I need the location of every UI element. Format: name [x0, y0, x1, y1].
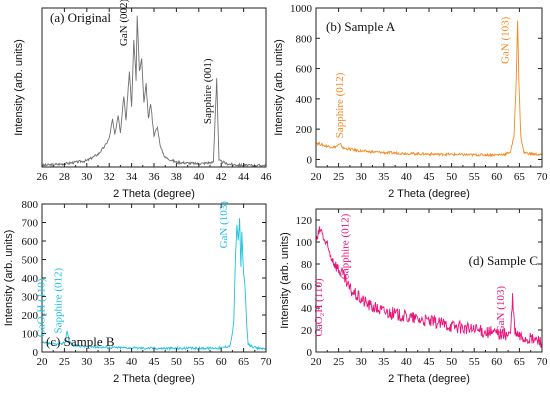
- y-tick-label: 400: [296, 94, 313, 106]
- chart-panel-1: 26 28 30 32 34 36 38 40 42 44 46 2 Theta (degree) In…: [13, 0, 272, 200]
- x-tick-label: 34: [126, 171, 138, 183]
- x-tick-label: 65: [238, 356, 250, 368]
- y-axis-label: Intensity (arb. units): [3, 230, 15, 327]
- x-tick-label: 36: [149, 171, 161, 183]
- y-tick-label: 0: [33, 347, 39, 359]
- panel-label: (c) Sample B: [46, 334, 115, 349]
- x-tick-label: 42: [216, 171, 227, 183]
- x-tick-label: 55: [469, 356, 481, 368]
- peak-annotation: Sapphire (001): [202, 58, 214, 124]
- peak-annotation: Sapphire (012): [53, 267, 65, 333]
- x-tick-label: 50: [171, 356, 183, 368]
- peak-annotation: GaN (103): [218, 201, 230, 249]
- peak-annotation: GaO₂H (110): [36, 278, 48, 337]
- x-tick-label: 60: [216, 356, 228, 368]
- y-tick-label: 200: [22, 310, 39, 322]
- y-axis-label: Intensity (arb. units): [279, 232, 291, 329]
- x-tick-label: 60: [491, 171, 503, 183]
- x-tick-label: 20: [37, 356, 49, 368]
- x-tick-label: 45: [424, 171, 436, 183]
- x-tick-label: 40: [401, 171, 413, 183]
- chart-panel-3: 20 25 30 35 40 45 50 55 60 65 70010020030040050060…: [3, 199, 272, 385]
- x-tick-label: 70: [537, 171, 549, 183]
- x-tick-label: 70: [537, 356, 549, 368]
- y-tick-label: 1000: [290, 3, 313, 15]
- x-tick-label: 44: [238, 171, 250, 183]
- chart-panel-2: 20 25 30 35 40 45 50 55 60 65 70 0 200 400 600 800 1000 2…: [273, 3, 548, 200]
- y-tick-label: 800: [296, 33, 313, 45]
- panel-label: (b) Sample A: [326, 19, 396, 34]
- x-tick-label: 20: [311, 171, 323, 183]
- y-tick-label: 600: [296, 64, 313, 76]
- x-tick-label: 55: [193, 356, 205, 368]
- x-tick-label: 45: [149, 356, 161, 368]
- y-tick-label: 20: [301, 325, 313, 337]
- y-tick-label: 300: [22, 292, 39, 304]
- x-axis-label: 2 Theta (degree): [388, 373, 470, 385]
- peak-annotation: Sapphire (012): [334, 72, 346, 138]
- x-tick-label: 35: [104, 356, 116, 368]
- x-tick-label: 30: [356, 356, 368, 368]
- y-tick-label: 400: [22, 273, 39, 285]
- x-tick-label: 55: [469, 171, 481, 183]
- x-tick-label: 50: [446, 171, 458, 183]
- x-tick-label: 25: [333, 356, 345, 368]
- y-axis-label: Intensity (arb. units): [273, 39, 285, 136]
- panel-label: (a) Original: [50, 10, 111, 25]
- x-tick-label: 30: [81, 171, 93, 183]
- y-tick-label: 600: [22, 236, 39, 248]
- series-line: [41, 217, 267, 351]
- x-tick-label: 35: [378, 171, 390, 183]
- x-tick-label: 28: [59, 171, 71, 183]
- x-tick-label: 38: [171, 171, 183, 183]
- y-tick-label: 60: [301, 281, 313, 293]
- y-tick-label: 100: [22, 329, 39, 341]
- y-tick-label: 100: [296, 237, 313, 249]
- x-tick-label: 45: [424, 356, 436, 368]
- y-axis-label: Intensity (arb. units): [13, 39, 25, 136]
- x-tick-label: 32: [104, 171, 115, 183]
- y-tick-label: 700: [22, 218, 39, 230]
- y-tick-label: 0: [307, 347, 313, 359]
- peak-annotation: GaN (002): [118, 0, 130, 46]
- x-tick-label: 35: [378, 356, 390, 368]
- x-tick-label: 65: [514, 171, 526, 183]
- x-tick-label: 40: [193, 171, 205, 183]
- y-tick-label: 120: [296, 215, 313, 227]
- x-tick-label: 30: [81, 356, 93, 368]
- series-line: [41, 15, 267, 168]
- x-tick-label: 25: [333, 171, 345, 183]
- peak-annotation: Sapphire (012): [340, 213, 352, 279]
- x-tick-label: 40: [126, 356, 138, 368]
- y-tick-label: 800: [22, 199, 39, 211]
- peak-annotation: GaN (103): [500, 16, 512, 64]
- x-tick-label: 65: [514, 356, 526, 368]
- x-tick-label: 20: [311, 356, 323, 368]
- peak-annotation: CaO₂H (110): [313, 278, 325, 336]
- panel-label: (d) Sample C: [469, 253, 538, 268]
- x-tick-label: 26: [37, 171, 49, 183]
- plot-frame: [41, 7, 267, 168]
- x-tick-label: 50: [446, 356, 458, 368]
- x-tick-label: 25: [59, 356, 71, 368]
- x-tick-label: 70: [261, 356, 273, 368]
- x-tick-label: 30: [356, 171, 368, 183]
- series-line: [315, 20, 543, 158]
- y-tick-label: 500: [22, 255, 39, 267]
- peak-annotation: GaN (103): [495, 286, 507, 334]
- x-tick-label: 60: [491, 356, 503, 368]
- x-tick-label: 40: [401, 356, 413, 368]
- y-tick-label: 0: [307, 154, 313, 166]
- x-tick-label: 46: [261, 171, 273, 183]
- y-tick-label: 200: [296, 124, 313, 136]
- y-tick-label: 80: [301, 259, 313, 271]
- y-tick-label: 40: [301, 303, 313, 315]
- series-line: [315, 226, 543, 349]
- x-axis-label: 2 Theta (degree): [388, 188, 470, 200]
- x-axis-label: 2 Theta (degree): [113, 373, 195, 385]
- x-axis-label: 2 Theta (degree): [113, 188, 195, 200]
